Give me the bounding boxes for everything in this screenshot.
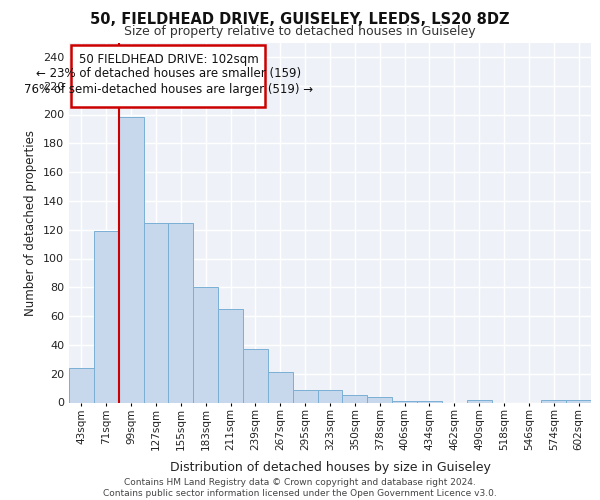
Bar [119,118,143,403]
Bar [218,309,243,402]
Bar [317,390,343,402]
Text: 76% of semi-detached houses are larger (519) →: 76% of semi-detached houses are larger (… [24,83,313,96]
Bar [392,401,417,402]
FancyBboxPatch shape [71,46,265,108]
Text: 50 FIELDHEAD DRIVE: 102sqm: 50 FIELDHEAD DRIVE: 102sqm [79,52,259,66]
Text: 50, FIELDHEAD DRIVE, GUISELEY, LEEDS, LS20 8DZ: 50, FIELDHEAD DRIVE, GUISELEY, LEEDS, LS… [90,12,510,28]
Text: Contains HM Land Registry data © Crown copyright and database right 2024.
Contai: Contains HM Land Registry data © Crown c… [103,478,497,498]
Bar [367,396,392,402]
Bar [193,288,218,403]
Y-axis label: Number of detached properties: Number of detached properties [25,130,37,316]
Bar [69,368,94,402]
Bar [94,231,119,402]
X-axis label: Distribution of detached houses by size in Guiseley: Distribution of detached houses by size … [170,462,490,474]
Text: ← 23% of detached houses are smaller (159): ← 23% of detached houses are smaller (15… [36,67,301,80]
Bar [343,396,367,402]
Bar [467,400,491,402]
Bar [566,400,591,402]
Bar [417,401,442,402]
Bar [243,349,268,403]
Bar [541,400,566,402]
Bar [169,222,193,402]
Bar [293,390,317,402]
Bar [268,372,293,402]
Bar [143,222,169,402]
Text: Size of property relative to detached houses in Guiseley: Size of property relative to detached ho… [124,25,476,38]
